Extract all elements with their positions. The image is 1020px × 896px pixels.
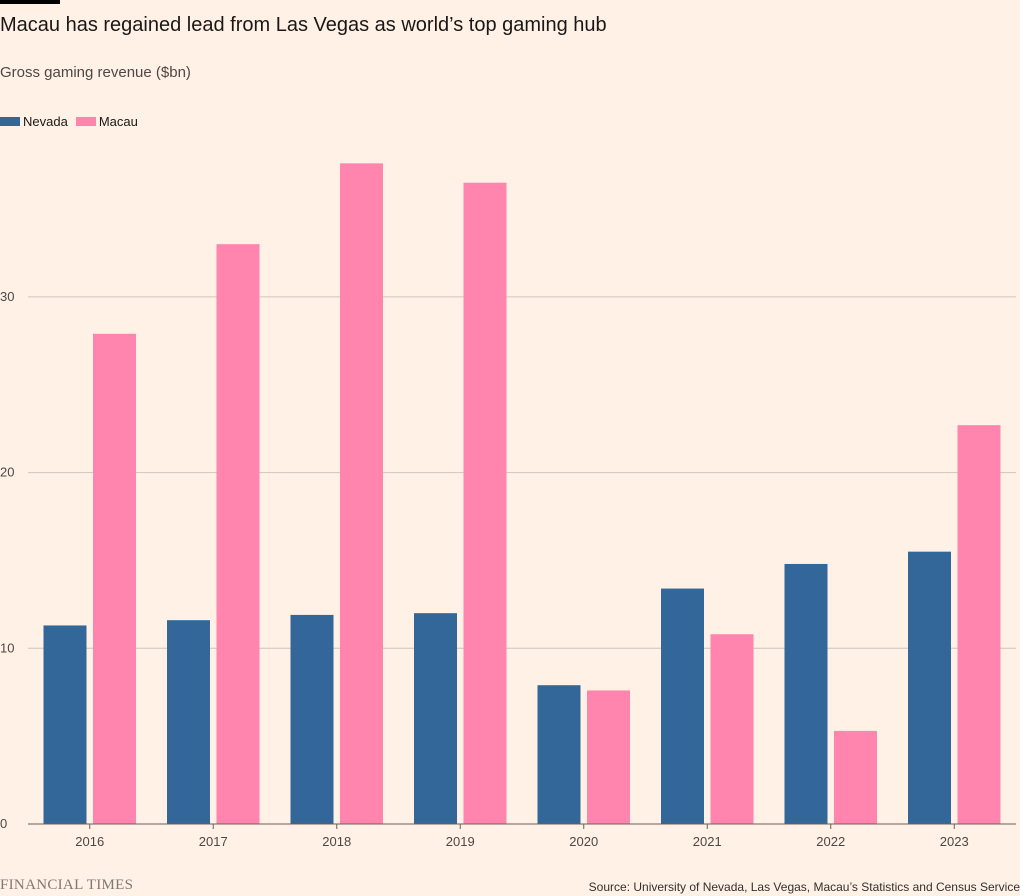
legend-item-nevada: Nevada: [0, 114, 68, 129]
legend-swatch-macau: [75, 117, 96, 126]
source-note: Source: University of Nevada, Las Vegas,…: [588, 880, 1020, 894]
bar-chart: 0 10 20 30 2016 2017 2018 2019 2020 2021 2022 2023: [0, 163, 1016, 849]
y-tick-label-30: 30: [0, 289, 14, 304]
x-tick-label-2023: 2023: [940, 834, 969, 849]
bar-macau-2023: [957, 425, 1001, 824]
bar-nevada-2018: [290, 614, 334, 824]
y-tick-label-20: 20: [0, 465, 14, 480]
bar-macau-2017: [216, 244, 260, 824]
legend: Nevada Macau: [0, 114, 146, 129]
x-tick-label-2018: 2018: [322, 834, 351, 849]
brand-bar: [0, 0, 60, 4]
x-tick-label-2017: 2017: [199, 834, 228, 849]
bar-macau-2021: [710, 634, 754, 824]
bar-macau-2018: [340, 163, 383, 825]
bar-macau-2022: [834, 730, 877, 824]
chart-subtitle: Gross gaming revenue ($bn): [0, 64, 191, 81]
bar-nevada-2017: [167, 620, 210, 824]
legend-item-macau: Macau: [75, 114, 138, 129]
bar-nevada-2020: [537, 685, 581, 824]
bar-nevada-2016: [43, 625, 87, 824]
chart-title: Macau has regained lead from Las Vegas a…: [0, 14, 607, 36]
bar-nevada-2022: [784, 563, 828, 824]
y-tick-label-0: 0: [0, 816, 7, 831]
legend-swatch-nevada: [0, 117, 20, 126]
x-tick-label-2019: 2019: [446, 834, 475, 849]
bar-macau-2016: [93, 333, 136, 824]
bar-nevada-2019: [414, 613, 457, 824]
bar-nevada-2023: [908, 551, 951, 824]
bar-macau-2019: [463, 182, 507, 824]
bar-nevada-2021: [661, 588, 704, 824]
x-tick-label-2020: 2020: [569, 834, 598, 849]
ft-logo: FINANCIAL TIMES: [0, 877, 134, 893]
legend-label-nevada: Nevada: [23, 114, 68, 129]
x-tick-label-2021: 2021: [693, 834, 722, 849]
x-tick-label-2022: 2022: [816, 834, 845, 849]
y-tick-label-10: 10: [0, 640, 14, 655]
legend-label-macau: Macau: [98, 114, 138, 129]
x-tick-label-2016: 2016: [75, 834, 104, 849]
bar-macau-2020: [587, 690, 630, 824]
